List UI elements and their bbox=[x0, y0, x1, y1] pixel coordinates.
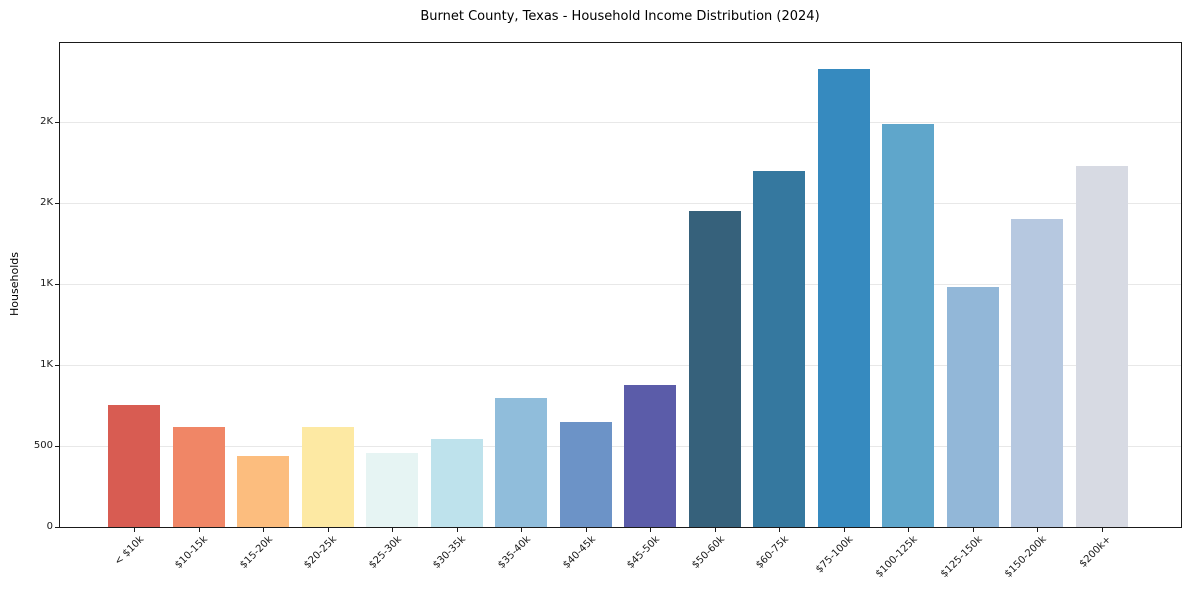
x-tick-label: < $10k bbox=[112, 534, 146, 568]
bar bbox=[172, 427, 225, 527]
x-tick-label: $150-200k bbox=[1003, 534, 1050, 580]
y-tick-label: 1K bbox=[40, 359, 53, 371]
y-tick-mark bbox=[55, 365, 59, 367]
x-tick-mark bbox=[843, 528, 845, 532]
bar bbox=[237, 455, 290, 527]
x-tick-label: $40-45k bbox=[560, 534, 598, 571]
y-tick-label: 500 bbox=[33, 440, 53, 452]
y-tick-mark bbox=[55, 122, 59, 124]
x-tick-label: $75-100k bbox=[814, 534, 856, 576]
gridline bbox=[60, 284, 1181, 286]
x-tick-label: $25-30k bbox=[366, 534, 404, 571]
y-tick-label: 0 bbox=[46, 521, 53, 532]
bar bbox=[495, 398, 548, 527]
x-tick-mark bbox=[1101, 528, 1103, 532]
x-tick-mark bbox=[327, 528, 329, 532]
y-tick-mark bbox=[55, 284, 59, 286]
bar bbox=[753, 170, 806, 527]
gridline bbox=[60, 365, 1181, 367]
y-tick-label: 1K bbox=[40, 278, 53, 290]
x-tick-label: $50-60k bbox=[689, 534, 727, 571]
x-tick-label: $200k+ bbox=[1077, 534, 1114, 570]
chart-title: Burnet County, Texas - Household Income … bbox=[420, 9, 820, 24]
x-tick-label: $35-40k bbox=[496, 534, 533, 571]
x-tick-label: $100-125k bbox=[874, 534, 921, 580]
x-tick-label: $125-150k bbox=[938, 534, 985, 580]
x-tick-mark bbox=[972, 528, 974, 532]
y-tick-label: 2K bbox=[40, 197, 53, 209]
x-tick-mark bbox=[263, 528, 265, 532]
bar bbox=[1011, 219, 1064, 527]
x-tick-mark bbox=[1037, 528, 1039, 532]
bar bbox=[430, 438, 483, 527]
x-tick-label: $45-50k bbox=[625, 534, 663, 571]
x-tick-mark bbox=[585, 528, 587, 532]
x-tick-mark bbox=[779, 528, 781, 532]
y-tick-mark bbox=[55, 527, 59, 528]
gridline bbox=[60, 203, 1181, 205]
bar bbox=[1075, 166, 1128, 527]
x-tick-mark bbox=[650, 528, 652, 532]
x-tick-mark bbox=[456, 528, 458, 532]
bar bbox=[301, 427, 354, 527]
bar bbox=[882, 123, 935, 527]
gridline bbox=[60, 122, 1181, 124]
plot-area bbox=[59, 42, 1182, 528]
x-tick-mark bbox=[908, 528, 910, 532]
bar bbox=[366, 453, 419, 527]
bar bbox=[817, 68, 870, 527]
bar bbox=[559, 421, 612, 527]
x-tick-mark bbox=[714, 528, 716, 532]
x-tick-mark bbox=[134, 528, 135, 532]
x-tick-mark bbox=[198, 528, 200, 532]
x-tick-label: $30-35k bbox=[431, 534, 469, 571]
bar bbox=[946, 287, 999, 527]
bar bbox=[624, 385, 677, 527]
y-tick-mark bbox=[55, 446, 59, 448]
y-tick-mark bbox=[55, 203, 59, 205]
bar bbox=[108, 404, 160, 527]
bar bbox=[688, 211, 741, 527]
x-tick-label: $10-15k bbox=[173, 534, 211, 571]
y-tick-label: 2K bbox=[40, 116, 53, 128]
x-tick-label: $15-20k bbox=[237, 534, 275, 571]
x-tick-mark bbox=[392, 528, 394, 532]
x-tick-label: $20-25k bbox=[302, 534, 340, 571]
x-tick-label: $60-75k bbox=[754, 534, 792, 571]
x-tick-mark bbox=[521, 528, 523, 532]
gridline bbox=[60, 446, 1181, 448]
